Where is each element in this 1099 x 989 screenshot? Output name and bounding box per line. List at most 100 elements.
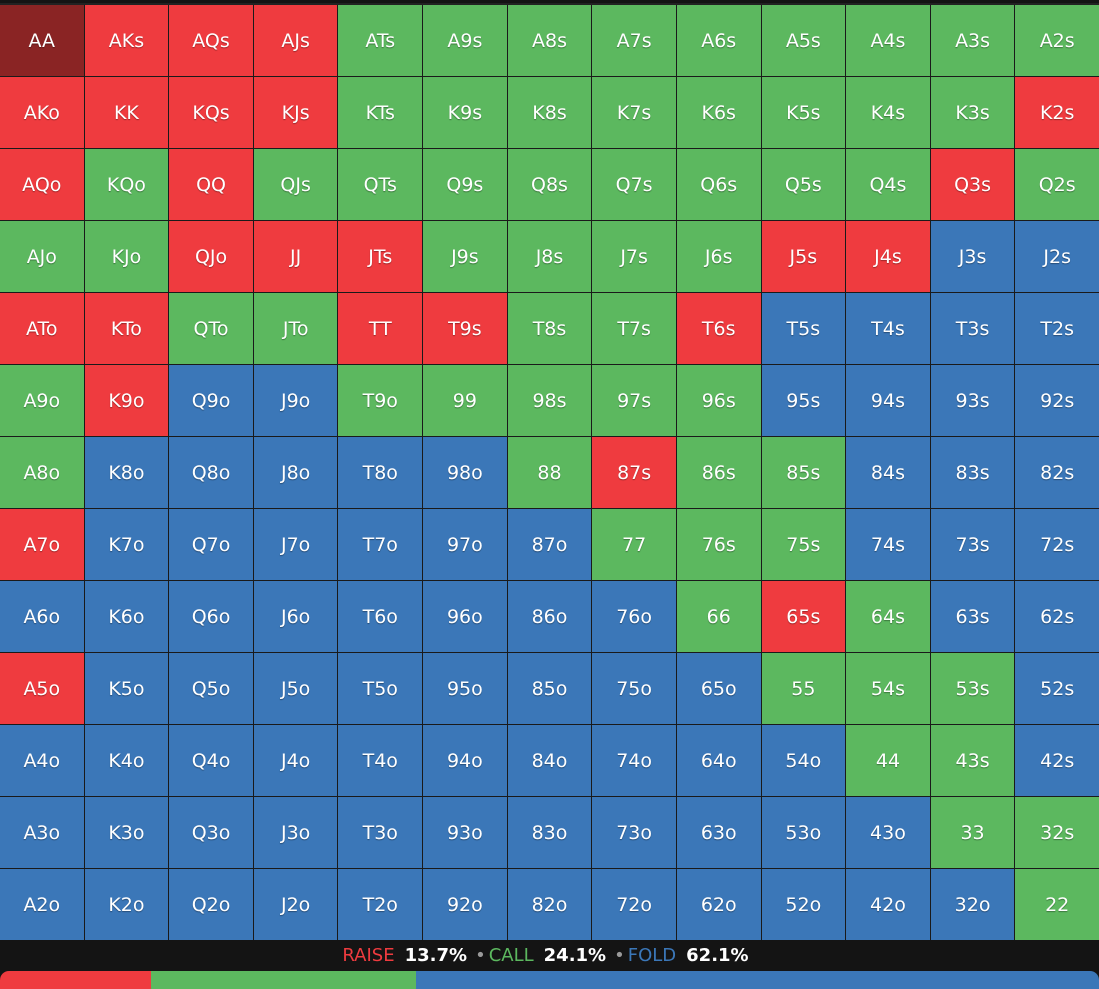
hand-cell-q8o[interactable]: Q8o xyxy=(169,437,253,508)
hand-cell-a6o[interactable]: A6o xyxy=(0,581,84,652)
hand-cell-qjs[interactable]: QJs xyxy=(253,149,338,220)
hand-cell-q9s[interactable]: Q9s xyxy=(423,149,507,220)
hand-cell-42o[interactable]: 42o xyxy=(846,869,930,940)
hand-cell-j7o[interactable]: J7o xyxy=(253,509,338,580)
hand-cell-k9s[interactable]: K9s xyxy=(423,77,507,148)
hand-cell-54s[interactable]: 54s xyxy=(846,653,930,724)
hand-cell-q8s[interactable]: Q8s xyxy=(507,149,592,220)
hand-cell-75s[interactable]: 75s xyxy=(761,509,846,580)
hand-cell-j7s[interactable]: J7s xyxy=(592,221,676,292)
hand-cell-43s[interactable]: 43s xyxy=(930,725,1015,796)
hand-cell-74o[interactable]: 74o xyxy=(592,725,676,796)
hand-cell-96s[interactable]: 96s xyxy=(676,365,761,436)
hand-cell-53s[interactable]: 53s xyxy=(930,653,1015,724)
hand-cell-kts[interactable]: KTs xyxy=(338,77,423,148)
hand-cell-q4o[interactable]: Q4o xyxy=(169,725,253,796)
hand-cell-85o[interactable]: 85o xyxy=(507,653,592,724)
hand-cell-aks[interactable]: AKs xyxy=(84,5,169,76)
hand-cell-93s[interactable]: 93s xyxy=(930,365,1015,436)
hand-cell-ats[interactable]: ATs xyxy=(338,5,423,76)
hand-cell-t8o[interactable]: T8o xyxy=(338,437,423,508)
hand-cell-64s[interactable]: 64s xyxy=(846,581,930,652)
hand-cell-65o[interactable]: 65o xyxy=(676,653,761,724)
hand-cell-t6o[interactable]: T6o xyxy=(338,581,423,652)
hand-cell-98s[interactable]: 98s xyxy=(507,365,592,436)
hand-cell-86o[interactable]: 86o xyxy=(507,581,592,652)
hand-cell-64o[interactable]: 64o xyxy=(676,725,761,796)
hand-cell-32o[interactable]: 32o xyxy=(930,869,1015,940)
hand-cell-jj[interactable]: JJ xyxy=(253,221,338,292)
hand-cell-44[interactable]: 44 xyxy=(846,725,930,796)
hand-cell-a8o[interactable]: A8o xyxy=(0,437,84,508)
hand-cell-94s[interactable]: 94s xyxy=(846,365,930,436)
hand-cell-a4o[interactable]: A4o xyxy=(0,725,84,796)
hand-cell-t5o[interactable]: T5o xyxy=(338,653,423,724)
hand-cell-q4s[interactable]: Q4s xyxy=(846,149,930,220)
hand-cell-88[interactable]: 88 xyxy=(507,437,592,508)
hand-cell-k4s[interactable]: K4s xyxy=(846,77,930,148)
hand-cell-92s[interactable]: 92s xyxy=(1015,365,1099,436)
hand-cell-83o[interactable]: 83o xyxy=(507,797,592,868)
hand-cell-75o[interactable]: 75o xyxy=(592,653,676,724)
hand-cell-kjs[interactable]: KJs xyxy=(253,77,338,148)
hand-cell-84s[interactable]: 84s xyxy=(846,437,930,508)
hand-cell-aqs[interactable]: AQs xyxy=(169,5,253,76)
hand-cell-qts[interactable]: QTs xyxy=(338,149,423,220)
hand-cell-jto[interactable]: JTo xyxy=(253,293,338,364)
hand-cell-j5s[interactable]: J5s xyxy=(761,221,846,292)
hand-cell-qto[interactable]: QTo xyxy=(169,293,253,364)
hand-cell-96o[interactable]: 96o xyxy=(423,581,507,652)
hand-cell-k7o[interactable]: K7o xyxy=(84,509,169,580)
hand-cell-83s[interactable]: 83s xyxy=(930,437,1015,508)
hand-cell-q7o[interactable]: Q7o xyxy=(169,509,253,580)
hand-cell-76s[interactable]: 76s xyxy=(676,509,761,580)
hand-cell-k2s[interactable]: K2s xyxy=(1015,77,1099,148)
hand-cell-qjo[interactable]: QJo xyxy=(169,221,253,292)
hand-cell-93o[interactable]: 93o xyxy=(423,797,507,868)
hand-cell-a9s[interactable]: A9s xyxy=(423,5,507,76)
hand-cell-k5o[interactable]: K5o xyxy=(84,653,169,724)
hand-cell-73o[interactable]: 73o xyxy=(592,797,676,868)
hand-cell-j3s[interactable]: J3s xyxy=(930,221,1015,292)
hand-cell-t3s[interactable]: T3s xyxy=(930,293,1015,364)
hand-cell-62s[interactable]: 62s xyxy=(1015,581,1099,652)
hand-cell-t4o[interactable]: T4o xyxy=(338,725,423,796)
hand-cell-k8o[interactable]: K8o xyxy=(84,437,169,508)
hand-cell-63o[interactable]: 63o xyxy=(676,797,761,868)
hand-cell-97o[interactable]: 97o xyxy=(423,509,507,580)
hand-cell-j2o[interactable]: J2o xyxy=(253,869,338,940)
hand-cell-87s[interactable]: 87s xyxy=(592,437,676,508)
hand-cell-t7o[interactable]: T7o xyxy=(338,509,423,580)
hand-cell-kk[interactable]: KK xyxy=(84,77,169,148)
hand-cell-q6o[interactable]: Q6o xyxy=(169,581,253,652)
hand-cell-ajo[interactable]: AJo xyxy=(0,221,84,292)
hand-cell-j4s[interactable]: J4s xyxy=(846,221,930,292)
hand-cell-q5o[interactable]: Q5o xyxy=(169,653,253,724)
hand-cell-k2o[interactable]: K2o xyxy=(84,869,169,940)
hand-cell-t9s[interactable]: T9s xyxy=(423,293,507,364)
hand-cell-k7s[interactable]: K7s xyxy=(592,77,676,148)
hand-cell-a5o[interactable]: A5o xyxy=(0,653,84,724)
hand-cell-j8s[interactable]: J8s xyxy=(507,221,592,292)
hand-cell-92o[interactable]: 92o xyxy=(423,869,507,940)
hand-cell-q3s[interactable]: Q3s xyxy=(930,149,1015,220)
hand-cell-a7o[interactable]: A7o xyxy=(0,509,84,580)
hand-cell-22[interactable]: 22 xyxy=(1015,869,1099,940)
hand-cell-k6s[interactable]: K6s xyxy=(676,77,761,148)
hand-cell-q3o[interactable]: Q3o xyxy=(169,797,253,868)
hand-cell-85s[interactable]: 85s xyxy=(761,437,846,508)
hand-cell-a2s[interactable]: A2s xyxy=(1015,5,1099,76)
hand-cell-j5o[interactable]: J5o xyxy=(253,653,338,724)
hand-cell-98o[interactable]: 98o xyxy=(423,437,507,508)
hand-cell-95o[interactable]: 95o xyxy=(423,653,507,724)
hand-cell-q7s[interactable]: Q7s xyxy=(592,149,676,220)
hand-cell-72o[interactable]: 72o xyxy=(592,869,676,940)
hand-cell-95s[interactable]: 95s xyxy=(761,365,846,436)
hand-cell-j9o[interactable]: J9o xyxy=(253,365,338,436)
hand-cell-j9s[interactable]: J9s xyxy=(423,221,507,292)
hand-cell-33[interactable]: 33 xyxy=(930,797,1015,868)
hand-cell-j6o[interactable]: J6o xyxy=(253,581,338,652)
hand-cell-a9o[interactable]: A9o xyxy=(0,365,84,436)
hand-cell-99[interactable]: 99 xyxy=(423,365,507,436)
hand-cell-k3o[interactable]: K3o xyxy=(84,797,169,868)
